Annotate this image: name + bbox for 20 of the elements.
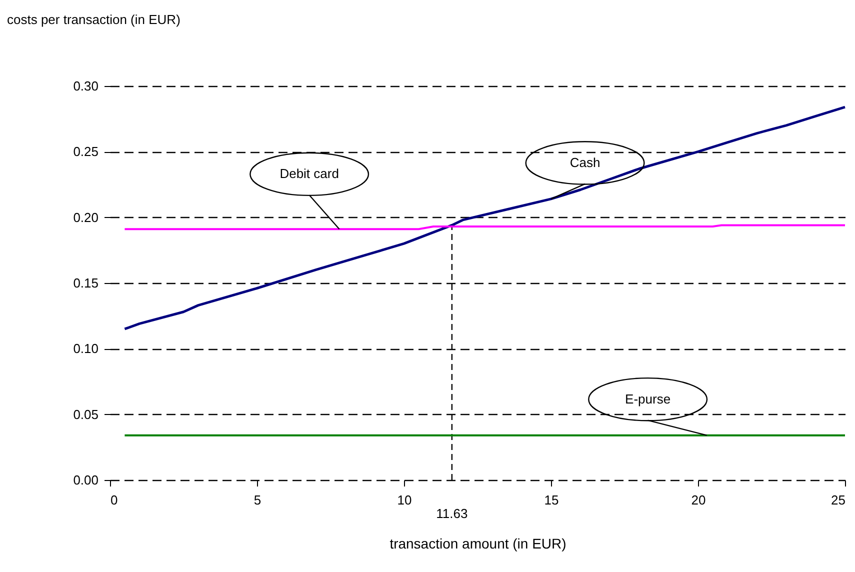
y-tick-label: 0.15 — [73, 276, 98, 290]
y-tick-label: 0.00 — [73, 472, 98, 488]
ref-line-label: 11.63 — [436, 506, 468, 521]
y-tick-label: 0.05 — [73, 406, 98, 422]
y-tick-label: 0.30 — [73, 78, 98, 94]
chart-title: costs per transaction (in EUR) — [7, 12, 180, 27]
x-tick-label: 25 — [831, 492, 846, 508]
text: E-purse — [625, 391, 671, 406]
x-tick-label: 15 — [544, 492, 559, 508]
x-tick-label: 20 — [691, 492, 706, 508]
x-tick-label: 0 — [110, 492, 118, 508]
x-axis-title: transaction amount (in EUR) — [390, 536, 566, 552]
y-tick-label: 0.25 — [73, 144, 98, 160]
x-tick-label: 10 — [397, 492, 412, 508]
x-tick-label: 5 — [254, 492, 262, 508]
y-tick-label: 0.20 — [73, 210, 98, 225]
line-series — [123, 106, 846, 330]
series-label: Cash — [570, 154, 600, 170]
y-tick-label: 0.10 — [73, 341, 98, 356]
text: Debit card — [280, 166, 339, 182]
